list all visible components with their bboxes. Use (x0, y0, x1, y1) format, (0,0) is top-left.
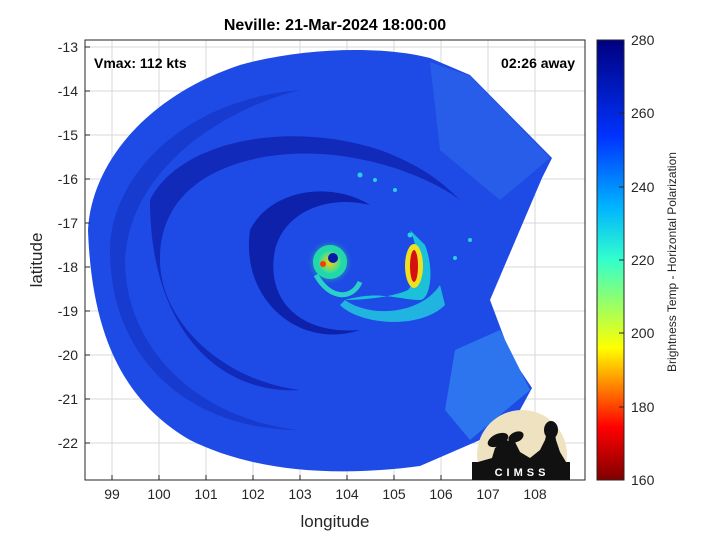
colorbar-tick-label: 260 (631, 105, 655, 121)
logo-dish (487, 432, 509, 448)
red-convection (410, 250, 418, 282)
x-tick-label: 106 (429, 486, 453, 502)
y-axis-label: latitude (27, 233, 46, 288)
colorbar: 280 260 240 220 200 180 160 Brightness T… (596, 32, 679, 488)
x-tick-label: 102 (241, 486, 265, 502)
cyan-rainband (345, 230, 431, 300)
colorbar-tick-marks (619, 39, 624, 481)
colorbar-tick-label: 160 (631, 472, 655, 488)
x-axis-label: longitude (300, 512, 369, 531)
x-tick-label: 100 (147, 486, 171, 502)
x-tick-label: 103 (288, 486, 312, 502)
dark-spiral-band-2 (110, 90, 300, 430)
y-tick-label: -17 (58, 215, 78, 231)
eyewall-hotspot (320, 261, 326, 267)
colorbar-tick-label: 220 (631, 252, 655, 268)
colorbar-tick-label: 240 (631, 179, 655, 195)
figure-title: Neville: 21-Mar-2024 18:00:00 (224, 17, 446, 34)
y-tick-label: -14 (58, 83, 78, 99)
y-tick-labels: -13 -14 -15 -16 -17 -18 -19 -20 -21 -22 (58, 39, 78, 451)
colorbar-label: Brightness Temp - Horizontal Polarizatio… (665, 152, 679, 372)
y-tick-label: -18 (58, 259, 78, 275)
plot-border (84, 39, 586, 481)
x-tick-label: 105 (382, 486, 406, 502)
x-tick-label: 104 (335, 486, 359, 502)
brightness-temperature-swath (88, 49, 552, 472)
logo-tower-top (544, 421, 558, 439)
x-tick-labels: 99 100 101 102 103 104 105 106 107 108 (104, 486, 547, 502)
vmax-annotation: Vmax: 112 kts (94, 55, 187, 71)
x-tick-label: 107 (476, 486, 500, 502)
outer-light-band (445, 330, 530, 440)
logo-text: CIMSS (495, 467, 550, 479)
y-tick-label: -15 (58, 127, 78, 143)
x-tick-label: 101 (194, 486, 218, 502)
colorbar-tick-label: 180 (631, 399, 655, 415)
inner-dark-ring (248, 191, 370, 335)
colorbar-tick-label: 200 (631, 325, 655, 341)
y-tick-label: -20 (58, 347, 78, 363)
y-tick-label: -19 (58, 303, 78, 319)
time-away-annotation: 02:26 away (501, 55, 575, 71)
scattered-cells (357, 172, 472, 260)
x-tick-label: 108 (523, 486, 547, 502)
eyewall-ring (313, 245, 347, 279)
cimss-logo: CIMSS (472, 410, 570, 480)
y-tick-label: -22 (58, 435, 78, 451)
logo-dish-2 (508, 431, 524, 443)
y-tick-label: -13 (58, 39, 78, 55)
upper-right-band (430, 62, 550, 200)
logo-band (472, 462, 570, 480)
cyan-rainband-tail (340, 285, 445, 322)
y-tick-label: -21 (58, 391, 78, 407)
eyewall-tail (313, 273, 363, 298)
colorbar-tick-label: 280 (631, 32, 655, 48)
eye (328, 253, 338, 263)
x-tick-label: 99 (104, 486, 120, 502)
y-tick-label: -16 (58, 171, 78, 187)
